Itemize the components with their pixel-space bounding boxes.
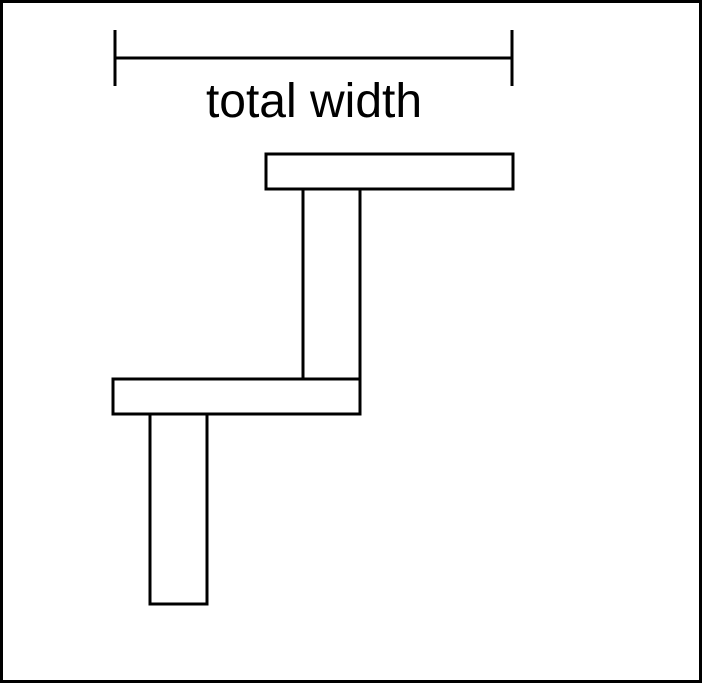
upper-tread: [264, 152, 515, 191]
lower-tread: [111, 377, 362, 416]
dimension-label: total width: [206, 75, 422, 128]
total-width-dimension: total width: [113, 30, 514, 128]
upper-riser: [301, 187, 362, 381]
lower-riser: [148, 412, 209, 606]
